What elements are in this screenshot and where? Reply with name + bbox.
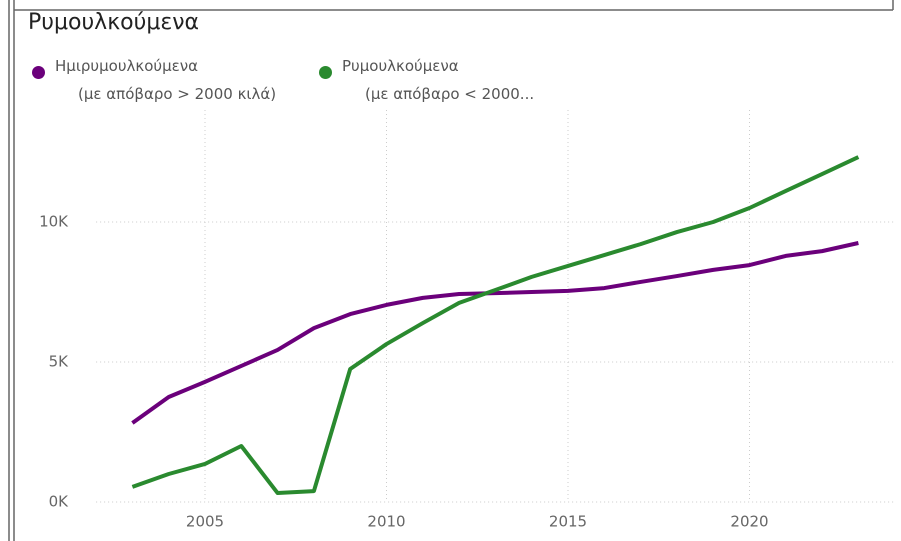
series-line (131, 155, 860, 496)
y-tick-label: 0K (49, 493, 70, 511)
legend-label: Ημιρυμουλκούμενα (με απόβαρο > 2000 κιλά… (55, 57, 277, 103)
x-tick-label: 2005 (186, 513, 224, 531)
series-line (131, 241, 859, 425)
legend-marker (319, 66, 332, 79)
legend-marker (32, 66, 45, 79)
x-tick-label: 2015 (549, 513, 587, 531)
x-tick-label: 2020 (730, 513, 768, 531)
y-tick-label: 5K (49, 353, 70, 371)
chart-title: Ρυμουλκούμενα (28, 10, 200, 35)
y-tick-label: 10K (39, 213, 69, 231)
legend-label: Ρυμουλκούμενα (με απόβαρο < 2000... (342, 57, 535, 103)
x-tick-label: 2010 (367, 513, 405, 531)
